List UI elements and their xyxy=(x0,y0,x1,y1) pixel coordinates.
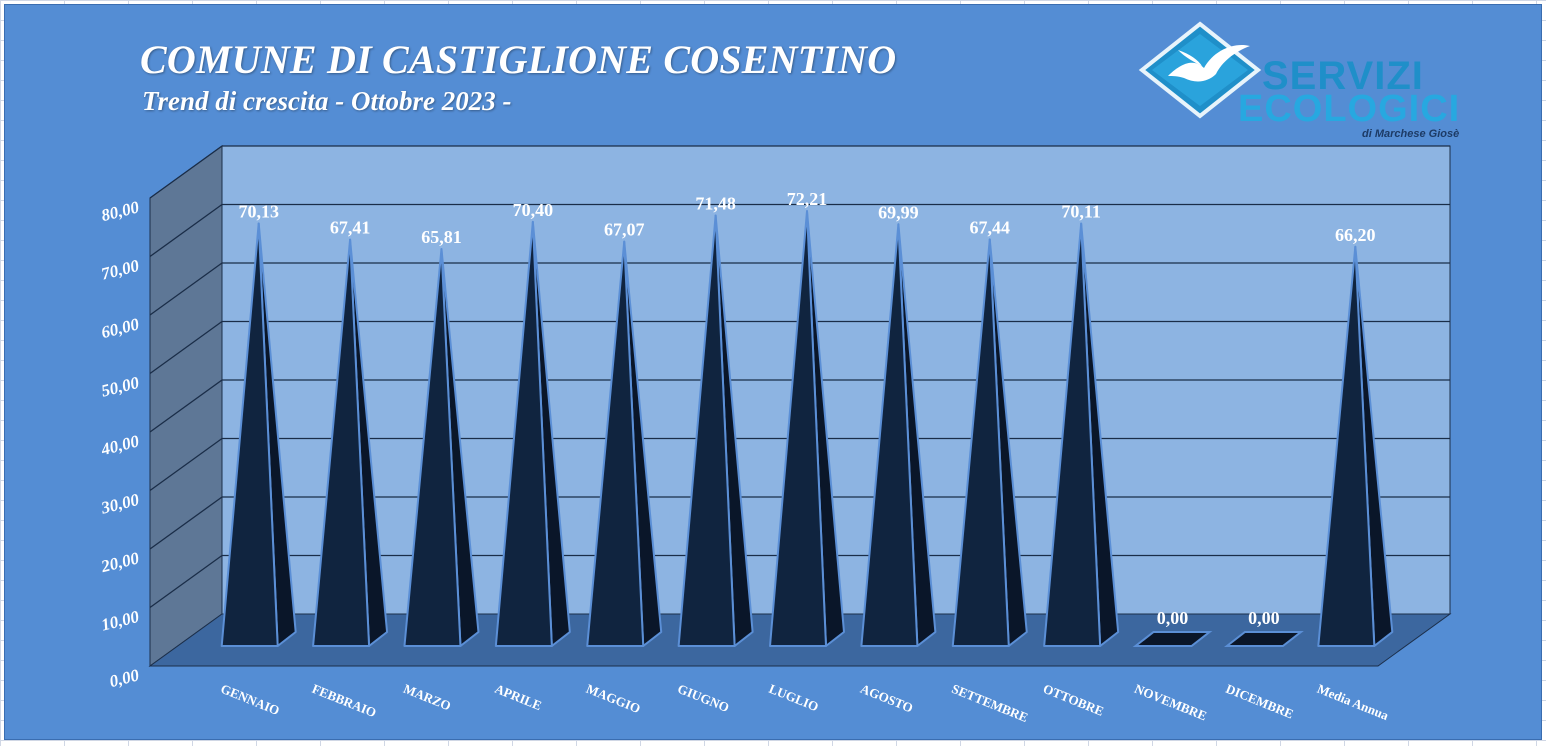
data-label: 70,11 xyxy=(1061,202,1101,222)
y-tick-label: 80,00 xyxy=(99,197,141,225)
logo-text-ecologici: ECOLOGICI xyxy=(1238,88,1461,130)
pyramid-ottobre xyxy=(1043,222,1102,647)
x-category-label: MARZO xyxy=(401,681,453,714)
data-label: 67,41 xyxy=(330,218,371,238)
chart-subtitle: Trend di crescita - Ottobre 2023 - xyxy=(142,86,512,116)
x-category-label: MAGGIO xyxy=(584,681,643,716)
data-label: 71,48 xyxy=(695,193,736,213)
y-tick-label: 70,00 xyxy=(99,256,141,284)
y-tick-label: 30,00 xyxy=(98,490,141,518)
pyramid-aprile xyxy=(494,220,553,647)
gridline-side xyxy=(149,320,223,375)
data-label: 70,40 xyxy=(513,200,554,220)
logo-text-owner: di Marchese Giosè xyxy=(1362,128,1460,140)
seagull-diamond-icon xyxy=(1138,21,1262,119)
data-label: 70,13 xyxy=(238,201,279,221)
pyramid-marzo xyxy=(403,248,462,647)
data-label: 0,00 xyxy=(1248,608,1280,628)
x-category-label: FEBBRAIO xyxy=(310,681,379,720)
y-tick-label: 0,00 xyxy=(108,665,142,691)
pyramid-agosto xyxy=(860,223,919,647)
pyramid-media-annua xyxy=(1317,245,1376,647)
pyramid-flat-novembre xyxy=(1132,631,1213,647)
pyramid-settembre xyxy=(951,238,1010,647)
data-label: 66,20 xyxy=(1335,225,1376,245)
gridline-side xyxy=(149,145,223,199)
pyramid-luglio xyxy=(769,210,827,647)
data-label: 69,99 xyxy=(878,202,919,222)
chart-title: COMUNE DI CASTIGLIONE COSENTINO xyxy=(140,37,897,82)
x-category-label: OTTOBRE xyxy=(1041,681,1106,719)
gridline-side xyxy=(149,379,223,433)
pyramid-flat-dicembre xyxy=(1224,631,1304,647)
x-category-label: Media Annua xyxy=(1315,681,1391,723)
gridline-side xyxy=(149,262,223,316)
x-category-label: GIUGNO xyxy=(675,681,731,715)
x-category-label: SETTEMBRE xyxy=(950,681,1031,725)
x-category-label: DICEMBRE xyxy=(1224,681,1296,722)
pyramid-febbraio xyxy=(312,238,371,647)
data-label: 0,00 xyxy=(1157,608,1189,628)
gridline-side xyxy=(149,203,223,258)
x-category-label: APRILE xyxy=(493,681,544,713)
x-category-label: NOVEMBRE xyxy=(1132,681,1209,724)
y-tick-label: 50,00 xyxy=(99,373,141,401)
y-tick-label: 10,00 xyxy=(99,607,141,635)
data-label: 65,81 xyxy=(421,227,462,247)
data-label: 72,21 xyxy=(787,189,828,209)
gridline-side xyxy=(149,554,223,609)
y-tick-label: 20,00 xyxy=(98,548,141,576)
gridline-side xyxy=(149,496,223,550)
x-category-label: GENNAIO xyxy=(219,681,282,718)
x-category-label: LUGLIO xyxy=(767,681,821,714)
y-tick-label: 40,00 xyxy=(98,431,141,459)
pyramid-maggio xyxy=(586,240,645,647)
data-label: 67,44 xyxy=(970,217,1011,237)
y-tick-label: 60,00 xyxy=(99,314,141,342)
data-label: 67,07 xyxy=(604,220,645,240)
logo-text-servizi: SERVIZI xyxy=(1262,54,1424,98)
pyramid-giugno xyxy=(677,214,736,647)
gridline-side xyxy=(149,437,223,492)
x-category-label: AGOSTO xyxy=(858,681,915,716)
pyramid-gennaio xyxy=(220,222,279,647)
